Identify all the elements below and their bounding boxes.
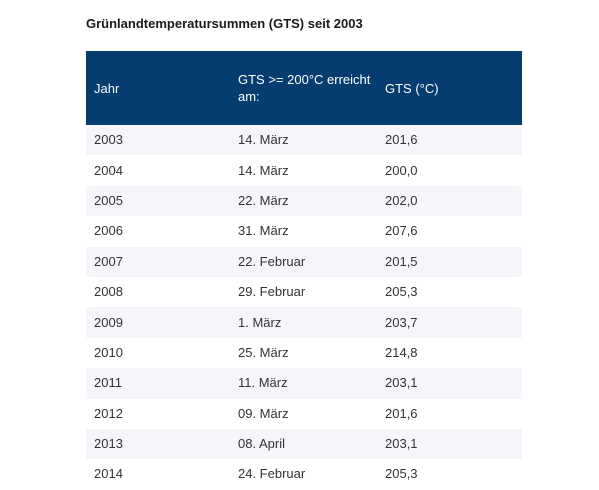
table-row: 2011 11. März 203,1: [86, 368, 522, 399]
cell-date: 31. März: [230, 216, 377, 247]
cell-gts: 200,0: [377, 155, 522, 186]
cell-gts: 201,6: [377, 398, 522, 429]
cell-year: 2013: [86, 428, 230, 460]
cell-gts: 202,0: [377, 185, 522, 217]
table-row: 2003 14. März 201,6: [86, 125, 522, 156]
cell-date: 09. März: [230, 398, 377, 429]
cell-year: 2003: [86, 125, 230, 156]
table-row: 2014 24. Februar 205,3: [86, 459, 522, 490]
cell-date: 1. März: [230, 307, 377, 338]
cell-gts: 207,6: [377, 216, 522, 247]
cell-gts: 201,6: [377, 125, 522, 156]
column-header-gts-date: GTS >= 200°C erreicht am:: [230, 51, 377, 125]
cell-gts: 203,1: [377, 368, 522, 399]
header-row: Jahr GTS >= 200°C erreicht am: GTS (°C): [86, 51, 522, 125]
cell-date: 24. Februar: [230, 459, 377, 490]
cell-year: 2007: [86, 246, 230, 277]
table-row: 2010 25. März 214,8: [86, 337, 522, 369]
table-row: 2006 31. März 207,6: [86, 216, 522, 247]
cell-gts: 201,5: [377, 246, 522, 277]
cell-gts: 214,8: [377, 337, 522, 369]
table-title: Grünlandtemperatursummen (GTS) seit 2003: [86, 16, 363, 31]
table-row: 2007 22. Februar 201,5: [86, 246, 522, 277]
table-body: 2003 14. März 201,6 2004 14. März 200,0 …: [86, 125, 522, 490]
table-row: 2013 08. April 203,1: [86, 428, 522, 460]
cell-date: 29. Februar: [230, 276, 377, 308]
cell-year: 2004: [86, 155, 230, 186]
cell-year: 2012: [86, 398, 230, 429]
cell-date: 22. Februar: [230, 246, 377, 277]
table-row: 2008 29. Februar 205,3: [86, 276, 522, 308]
cell-year: 2006: [86, 216, 230, 247]
table-row: 2009 1. März 203,7: [86, 307, 522, 338]
cell-gts: 203,1: [377, 428, 522, 460]
table-row: 2004 14. März 200,0: [86, 155, 522, 186]
cell-gts: 205,3: [377, 276, 522, 308]
cell-year: 2009: [86, 307, 230, 338]
table-header: Jahr GTS >= 200°C erreicht am: GTS (°C): [86, 51, 522, 125]
cell-year: 2010: [86, 337, 230, 369]
cell-year: 2005: [86, 185, 230, 217]
cell-date: 22. März: [230, 185, 377, 217]
cell-date: 08. April: [230, 428, 377, 460]
cell-gts: 203,7: [377, 307, 522, 338]
column-header-gts-value: GTS (°C): [377, 51, 522, 125]
cell-date: 25. März: [230, 337, 377, 369]
cell-year: 2011: [86, 368, 230, 399]
cell-year: 2014: [86, 459, 230, 490]
column-header-jahr: Jahr: [86, 51, 230, 125]
cell-year: 2008: [86, 276, 230, 308]
table-row: 2012 09. März 201,6: [86, 398, 522, 429]
cell-date: 14. März: [230, 155, 377, 186]
table-row: 2005 22. März 202,0: [86, 185, 522, 217]
cell-gts: 205,3: [377, 459, 522, 490]
gts-table: Jahr GTS >= 200°C erreicht am: GTS (°C) …: [86, 51, 522, 490]
cell-date: 14. März: [230, 125, 377, 156]
cell-date: 11. März: [230, 368, 377, 399]
